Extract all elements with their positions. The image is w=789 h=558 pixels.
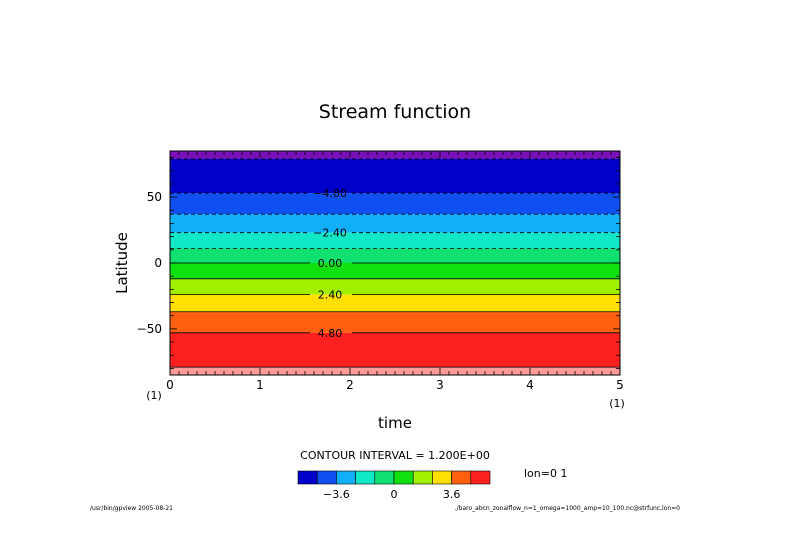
- colorbar-swatch-0: [297, 470, 318, 485]
- colorbar-swatch-1: [316, 470, 337, 485]
- colorbar-swatch-4: [374, 470, 395, 485]
- colorbar-label-1: 0: [391, 488, 398, 501]
- contour-interval-text: CONTOUR INTERVAL = 1.200E+00: [300, 449, 490, 462]
- colorbar-swatch-9: [470, 470, 491, 485]
- contour-bands: [170, 151, 620, 375]
- colorbar-swatch-6: [412, 470, 433, 485]
- colorbar-swatch-7: [432, 470, 452, 485]
- colorbar-label-0: −3.6: [323, 488, 350, 501]
- x-tick-label: 3: [436, 378, 444, 392]
- x-tick-label: 5: [616, 378, 624, 392]
- band-3: [170, 214, 620, 233]
- contour-label-5: 0.00: [318, 257, 343, 270]
- x-unit-right: (1): [609, 397, 625, 410]
- band-1: [170, 158, 620, 194]
- footer-right: ./baro_abcn_zonalflow_n=1_omega=1000_amp…: [455, 505, 680, 512]
- contour-label-9: 4.80: [318, 327, 343, 340]
- colorbar-swatch-8: [451, 470, 472, 485]
- colorbar-swatch-2: [336, 470, 356, 485]
- x-unit-left: (1): [146, 389, 162, 402]
- colorbar-swatch-5: [393, 470, 414, 485]
- band-4: [170, 232, 620, 249]
- contour-label-1: −4.80: [313, 187, 347, 200]
- band-10: [170, 332, 620, 368]
- y-tick-label: 0: [154, 256, 162, 270]
- x-axis-label: time: [378, 414, 412, 432]
- contour-label-7: 2.40: [318, 289, 343, 302]
- y-tick-label: 50: [147, 190, 162, 204]
- contour-lines: −4.80 −2.40 0.00 2.40 4.80: [170, 158, 620, 368]
- y-axis-label: Latitude: [113, 232, 131, 294]
- contour-label-3: −2.40: [313, 227, 347, 240]
- x-tick-label: 2: [346, 378, 354, 392]
- x-tick-label: 1: [256, 378, 264, 392]
- chart-title: Stream function: [319, 101, 471, 123]
- band-5: [170, 248, 620, 263]
- colorbar-label-2: 3.6: [443, 488, 461, 501]
- colorbar-swatch-3: [355, 470, 376, 485]
- band-7: [170, 278, 620, 295]
- colorbar: −3.6 0 3.6: [297, 470, 491, 501]
- band-8: [170, 294, 620, 312]
- lon-annotation: lon=0 1: [524, 467, 567, 480]
- x-tick-label: 0: [166, 378, 174, 392]
- footer-left: /usr/bin/gpview 2005-08-21: [90, 505, 173, 512]
- x-tick-label: 4: [526, 378, 534, 392]
- band-9: [170, 311, 620, 333]
- band-2: [170, 193, 620, 215]
- axis-ticks: 0 1 2 3 4 5 50 0 −50: [137, 151, 624, 392]
- y-tick-label: −50: [137, 322, 162, 336]
- band-6: [170, 263, 620, 279]
